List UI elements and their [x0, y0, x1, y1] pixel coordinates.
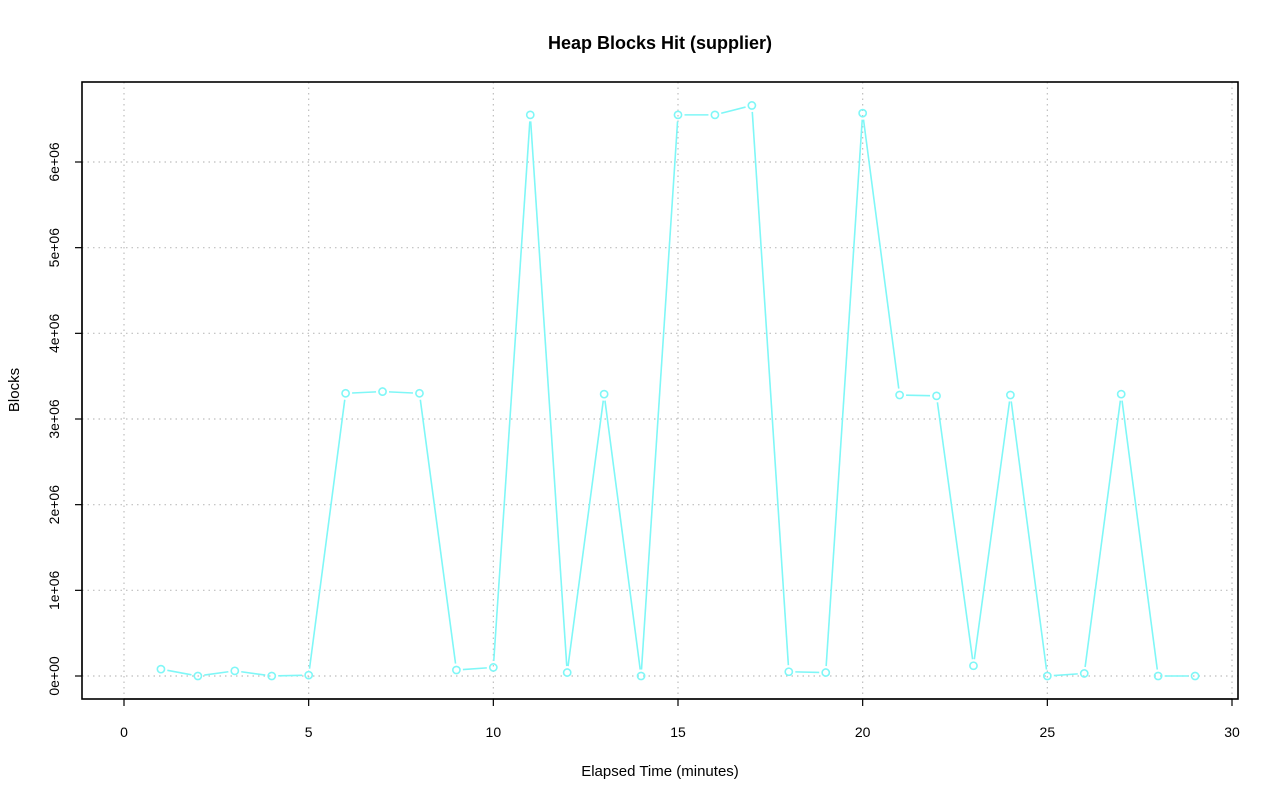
y-tick-label: 3e+06: [46, 399, 62, 439]
data-point: [858, 108, 868, 118]
series-line-segment: [529, 121, 568, 667]
x-axis-label: Elapsed Time (minutes): [581, 763, 739, 780]
data-point: [1042, 671, 1052, 681]
data-point: [415, 388, 424, 398]
data-point: [193, 671, 203, 681]
y-tick-label: 4e+06: [46, 313, 62, 353]
data-point: [304, 670, 314, 680]
data-point: [784, 667, 794, 677]
data-point: [1116, 389, 1126, 399]
series-line-segment: [906, 394, 931, 397]
data-point: [599, 389, 609, 399]
series-line-segment: [278, 674, 303, 677]
data-point: [230, 666, 240, 676]
data-point: [525, 110, 535, 120]
data-point: [969, 661, 978, 671]
y-axis: 0e+00 1e+06 2e+06 3e+06 4e+06 5e+06 6e+06: [46, 142, 83, 696]
x-tick-label: 25: [1040, 724, 1056, 740]
series-line-segment: [1121, 400, 1159, 670]
series-line-segment: [1053, 673, 1078, 677]
series-line-segment: [973, 401, 1011, 660]
data-point: [1006, 390, 1015, 400]
x-tick-label: 20: [855, 724, 871, 740]
series-line-segment: [825, 119, 864, 667]
x-tick-label: 10: [486, 724, 502, 740]
series-line-segment: [721, 106, 746, 115]
x-tick-label: 15: [670, 724, 686, 740]
y-axis-label: Blocks: [6, 368, 23, 412]
chart-title: Heap Blocks Hit (supplier): [548, 33, 772, 53]
data-point: [267, 671, 277, 681]
x-axis: 0 5 10 15 20 25 30: [120, 698, 1240, 740]
data-point: [636, 671, 646, 681]
x-tick-label: 30: [1224, 724, 1240, 740]
data-point: [747, 101, 757, 110]
data-point: [451, 665, 461, 675]
x-tick-label: 0: [120, 724, 128, 740]
data-point: [1190, 671, 1200, 681]
data-point: [895, 390, 904, 400]
series-line-segment: [352, 391, 377, 394]
y-tick-label: 2e+06: [46, 485, 62, 525]
series-line-segment: [640, 121, 679, 670]
data-point: [710, 110, 720, 120]
series-line-segment: [241, 670, 266, 676]
data-point: [156, 664, 166, 674]
series-line-segment: [204, 670, 229, 676]
series-line-segment: [462, 667, 487, 671]
series-line-segment: [1010, 401, 1048, 670]
y-tick-label: 5e+06: [46, 228, 62, 268]
series-line-segment: [419, 399, 457, 664]
data-point: [1153, 671, 1163, 681]
series-line-segment: [567, 400, 605, 667]
series-line-segment: [795, 671, 820, 674]
series: [156, 101, 1200, 681]
series-line-segment: [604, 400, 642, 670]
series-line-segment: [308, 399, 346, 669]
data-point: [821, 668, 831, 677]
data-point: [562, 668, 572, 677]
data-point: [1079, 669, 1089, 678]
series-line-segment: [1084, 400, 1122, 668]
series-line-segment: [751, 111, 790, 666]
data-point: [341, 388, 350, 398]
y-tick-label: 1e+06: [46, 570, 62, 610]
grid: [82, 82, 1238, 699]
data-point: [378, 387, 387, 396]
series-line-segment: [936, 402, 974, 660]
series-line-segment: [492, 121, 531, 662]
data-point: [673, 110, 683, 120]
data-point: [932, 391, 941, 401]
y-tick-label: 0e+00: [46, 656, 62, 696]
y-tick-label: 6e+06: [46, 142, 62, 182]
data-point: [488, 663, 498, 672]
x-tick-label: 5: [305, 724, 313, 740]
series-line-segment: [167, 669, 192, 676]
series-line-segment: [388, 391, 414, 394]
series-line-segment: [862, 119, 900, 389]
